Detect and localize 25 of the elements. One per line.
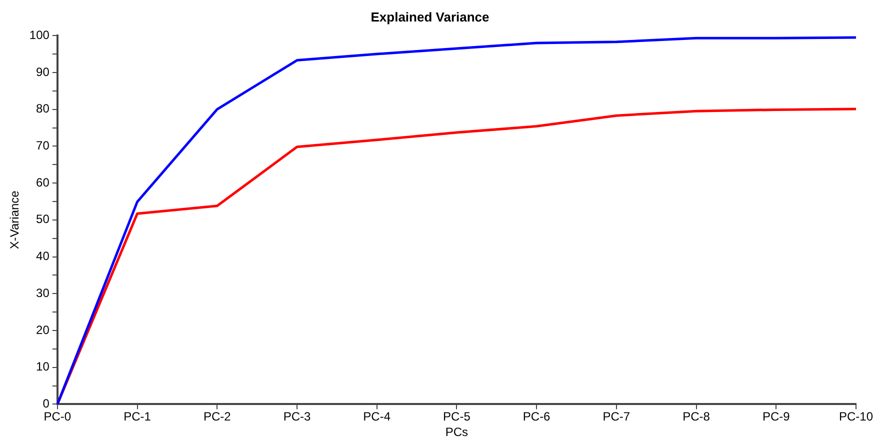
y-tick-label: 70 (36, 138, 50, 152)
x-tick-label: PC-2 (203, 410, 232, 424)
x-tick-label: PC-1 (124, 410, 152, 424)
x-tick-label: PC-5 (443, 410, 471, 424)
y-tick-label: 0 (42, 396, 50, 411)
x-tick-label: PC-10 (838, 410, 874, 424)
x-tick-label: PC-4 (363, 410, 391, 424)
chart-title: Explained Variance (370, 9, 490, 24)
x-tick-label: PC-8 (682, 410, 710, 424)
y-tick-label: 20 (36, 322, 50, 337)
x-tick-label: PC-7 (602, 410, 630, 424)
x-axis-title: PCs (445, 425, 468, 440)
y-tick-label: 10 (36, 360, 50, 374)
y-tick-label: 100 (29, 28, 50, 42)
y-tick-label: 90 (36, 64, 50, 79)
y-tick-label: 80 (36, 102, 50, 116)
x-tick-label: PC-9 (762, 410, 790, 424)
x-tick-label: PC-0 (44, 410, 72, 424)
x-tick-label: PC-3 (283, 410, 311, 424)
x-tick-label: PC-6 (522, 410, 551, 424)
y-tick-label: 30 (36, 286, 50, 300)
y-tick-label: 60 (36, 175, 50, 190)
y-tick-label: 40 (36, 249, 50, 264)
y-axis-title: X-Variance (8, 190, 22, 250)
y-tick-label: 50 (36, 212, 50, 226)
